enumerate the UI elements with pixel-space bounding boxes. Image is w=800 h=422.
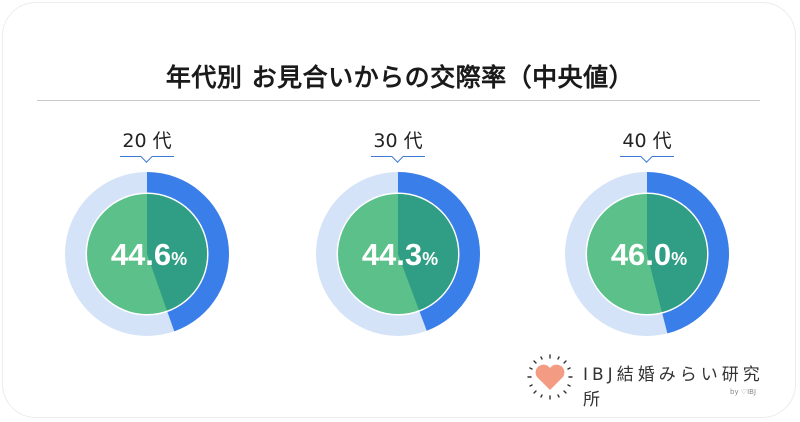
donut-label: 40 代: [622, 130, 672, 152]
donut-30s: 30 代 44.3%: [313, 126, 483, 356]
logo-text: IBJ結婚みらい研究所: [583, 365, 764, 410]
logo-by: by ♡IBJ: [730, 388, 757, 396]
donut-label: 30 代: [373, 130, 423, 152]
title-divider: [37, 100, 760, 101]
chart-card: [2, 2, 796, 418]
ibj-logo: IBJ結婚みらい研究所 by ♡IBJ: [525, 350, 775, 410]
svg-text:46.0%: 46.0%: [611, 237, 687, 272]
donut-chart: 44.3%: [316, 172, 480, 336]
chart-title: 年代別 お見合いからの交際率（中央値）: [165, 63, 635, 92]
donut-chart: 46.0%: [565, 172, 729, 336]
svg-text:44.3%: 44.3%: [362, 237, 438, 272]
donut-40s: 40 代 46.0%: [562, 126, 732, 356]
donut-20s: 20 代 44.6%: [62, 126, 232, 356]
donut-label: 20 代: [122, 130, 172, 152]
heart-icon: [527, 354, 573, 400]
svg-text:44.6%: 44.6%: [111, 237, 187, 272]
donut-chart: 44.6%: [65, 172, 229, 336]
